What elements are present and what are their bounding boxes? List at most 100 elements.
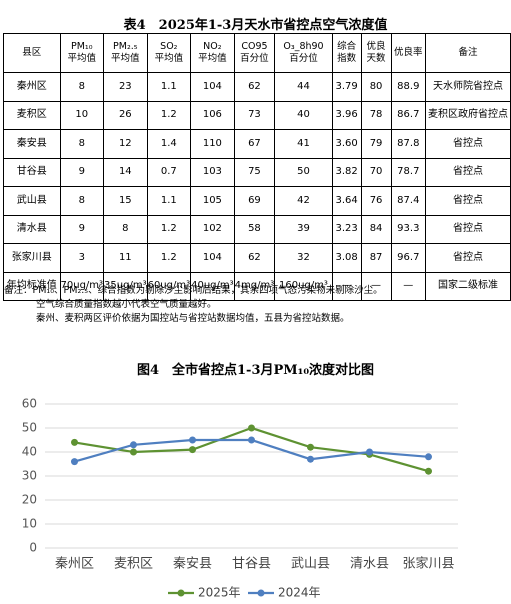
data-point	[307, 455, 314, 463]
table-cell: 69	[233, 186, 276, 216]
header-cell: PM₁₀ 平均值	[59, 33, 105, 73]
table-cell: 41	[274, 129, 333, 159]
table-cell: 104	[190, 243, 235, 273]
data-point	[189, 436, 196, 444]
y-tick-label: 10	[22, 517, 37, 531]
table-cell: 76	[360, 186, 392, 216]
notes: 备注：PM₁₀、PM₂.₅、综合指数为剔除沙尘影响后结果，其余四项气态污染物未剔…	[4, 284, 383, 326]
table-cell: 1.1	[146, 186, 192, 216]
table-title: 表4 2025年1-3月天水市省控点空气浓度值	[123, 18, 388, 33]
table-cell: 67	[233, 129, 276, 159]
table-cell: 1.1	[146, 72, 192, 102]
table-cell: 9	[59, 214, 105, 244]
table-cell: 4mg/m³	[233, 271, 276, 301]
table-row: 张家川县 3 11 1.2 104 62 32 3.08 87 96.7 省控点	[3, 243, 511, 273]
data-point	[189, 446, 196, 454]
data-point	[425, 467, 432, 475]
table-cell: 3.79	[331, 72, 362, 102]
table-cell: 3.82	[331, 157, 362, 187]
table-cell: 39	[274, 214, 333, 244]
table-cell: 23	[103, 72, 148, 102]
table-cell: 11	[103, 243, 148, 273]
table-cell: 50	[274, 157, 333, 187]
table-cell: 160ug/m³	[274, 271, 333, 301]
header-cell: 优良 天数	[360, 33, 392, 73]
table-cell: 102	[190, 214, 235, 244]
table-cell: 3.64	[331, 186, 362, 216]
table-cell: 8	[59, 186, 105, 216]
data-point	[425, 453, 432, 461]
table-cell: 3.23	[331, 214, 362, 244]
table-cell: —	[390, 271, 427, 301]
legend-label: 2025年	[198, 586, 241, 600]
table-cell: 78	[360, 100, 392, 130]
data-point	[130, 441, 137, 449]
table-cell: 秦州区	[3, 72, 61, 102]
table-cell: 79	[360, 129, 392, 159]
note-line: 空气综合质量指数越小代表空气质量越好。	[36, 299, 217, 310]
table-cell: 省控点	[425, 129, 511, 159]
table-cell: 62	[233, 72, 276, 102]
table-cell: 60ug/m³	[146, 271, 192, 301]
table-cell: 年均标准值	[3, 271, 61, 301]
x-tick-label: 清水县	[350, 557, 389, 572]
x-tick-label: 麦积区	[114, 557, 153, 572]
table-cell: 87	[360, 243, 392, 273]
legend-marker	[257, 589, 265, 597]
header-text: SO₂	[160, 41, 178, 52]
table-cell: 3.60	[331, 129, 362, 159]
table-cell: 105	[190, 186, 235, 216]
table-row: 清水县 9 8 1.2 102 58 39 3.23 84 93.3 省控点	[3, 214, 511, 244]
table-cell: 1.2	[146, 214, 192, 244]
header-text: 县区	[22, 47, 42, 58]
table-cell: 62	[233, 243, 276, 273]
header-text: 优良	[366, 41, 386, 52]
table-cell: 1.2	[146, 100, 192, 130]
table-cell: 88.9	[390, 72, 427, 102]
table-cell: 1.4	[146, 129, 192, 159]
table-row: 武山县 8 15 1.1 105 69 42 3.64 76 87.4 省控点	[3, 186, 511, 216]
x-tick-label: 张家川县	[402, 556, 454, 572]
table-cell: 麦积区政府省控点	[425, 100, 511, 130]
table-cell: 84	[360, 214, 392, 244]
header-text: 指数	[337, 53, 357, 64]
data-point	[248, 424, 255, 432]
table-cell: 104	[190, 72, 235, 102]
table-cell: 103	[190, 157, 235, 187]
table-cell: 张家川县	[3, 243, 61, 273]
table-cell: 35ug/m³	[103, 271, 148, 301]
header-text: NO₂	[203, 41, 222, 52]
y-tick-label: 60	[22, 397, 37, 411]
table-cell: 省控点	[425, 157, 511, 187]
header-cell: 县区	[3, 33, 61, 73]
table-cell: 3.96	[331, 100, 362, 130]
header-text: 平均值	[67, 53, 97, 64]
legend-marker	[177, 589, 185, 597]
data-point	[366, 448, 373, 456]
data-point	[71, 458, 78, 466]
table-row: 甘谷县 9 14 0.7 103 75 50 3.82 70 78.7 省控点	[3, 157, 511, 187]
table-cell: 天水师院省控点	[425, 72, 511, 102]
table-cell: 15	[103, 186, 148, 216]
header-cell: 备注	[425, 33, 511, 73]
x-tick-label: 秦安县	[173, 557, 212, 572]
header-text: 百分位	[289, 53, 318, 64]
legend-label: 2024年	[278, 586, 321, 600]
table-cell: 26	[103, 100, 148, 130]
table-cell: 3	[59, 243, 105, 273]
table-cell: 0.7	[146, 157, 192, 187]
header-text: 综合	[337, 41, 357, 52]
header-text: PM₂.₅	[113, 41, 138, 52]
table-cell: 42	[274, 186, 333, 216]
table-cell: 87.4	[390, 186, 427, 216]
y-tick-label: 30	[22, 469, 37, 483]
y-tick-label: 20	[22, 493, 37, 507]
table-cell: 麦积区	[3, 100, 61, 130]
table-cell: 3.08	[331, 243, 362, 273]
data-point	[71, 438, 78, 446]
data-point	[307, 443, 314, 451]
table-cell: 9	[59, 157, 105, 187]
header-cell: NO₂ 平均值	[190, 33, 235, 73]
table-cell: 86.7	[390, 100, 427, 130]
table-cell: 110	[190, 129, 235, 159]
